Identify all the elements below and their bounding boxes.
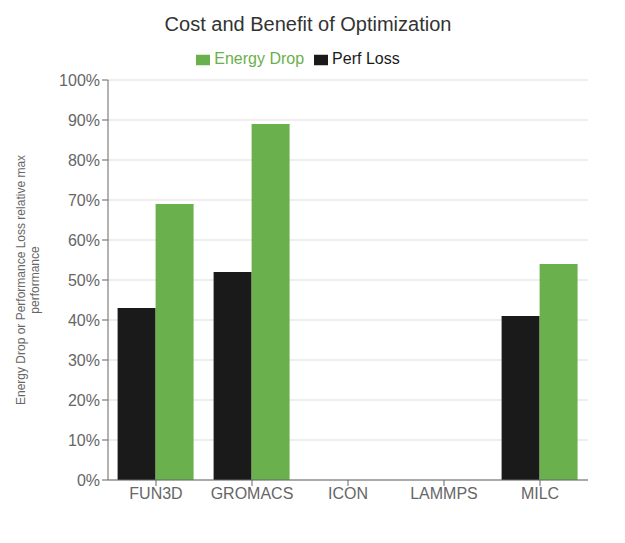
svg-text:GROMACS: GROMACS bbox=[211, 485, 294, 502]
svg-text:MILC: MILC bbox=[521, 485, 559, 502]
svg-text:10%: 10% bbox=[68, 432, 100, 449]
svg-text:FUN3D: FUN3D bbox=[129, 485, 182, 502]
html-text:Cost and Benefit of Optimizati: Cost and Benefit of Optimization bbox=[164, 13, 452, 35]
html-text:Energy Drop: Energy Drop bbox=[214, 50, 305, 67]
svg-text:50%: 50% bbox=[68, 272, 100, 289]
svg-text:Energy Drop or Performance Los: Energy Drop or Performance Loss relative… bbox=[14, 155, 42, 405]
svg-text:20%: 20% bbox=[68, 392, 100, 409]
svg-text:30%: 30% bbox=[68, 352, 100, 369]
svg-text:LAMMPS: LAMMPS bbox=[410, 485, 478, 502]
svg-text:80%: 80% bbox=[68, 152, 100, 169]
svg-text:90%: 90% bbox=[68, 112, 100, 129]
svg-text:70%: 70% bbox=[68, 192, 100, 209]
html-text:Perf Loss: Perf Loss bbox=[332, 50, 400, 67]
svg-text:100%: 100% bbox=[59, 72, 100, 89]
svg-text:ICON: ICON bbox=[328, 485, 368, 502]
svg-text:0%: 0% bbox=[77, 472, 100, 489]
svg-text:40%: 40% bbox=[68, 312, 100, 329]
svg-text:60%: 60% bbox=[68, 232, 100, 249]
